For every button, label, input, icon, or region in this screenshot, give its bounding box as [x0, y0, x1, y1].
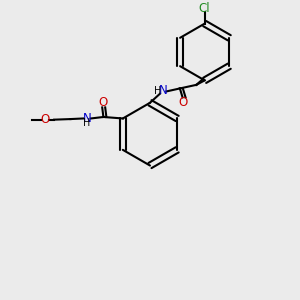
- Text: O: O: [98, 95, 107, 109]
- Text: H: H: [83, 118, 90, 128]
- Text: O: O: [178, 96, 188, 109]
- Text: H: H: [154, 86, 162, 96]
- Text: N: N: [82, 112, 91, 125]
- Text: Cl: Cl: [199, 2, 211, 15]
- Text: N: N: [159, 84, 168, 97]
- Text: O: O: [40, 113, 50, 126]
